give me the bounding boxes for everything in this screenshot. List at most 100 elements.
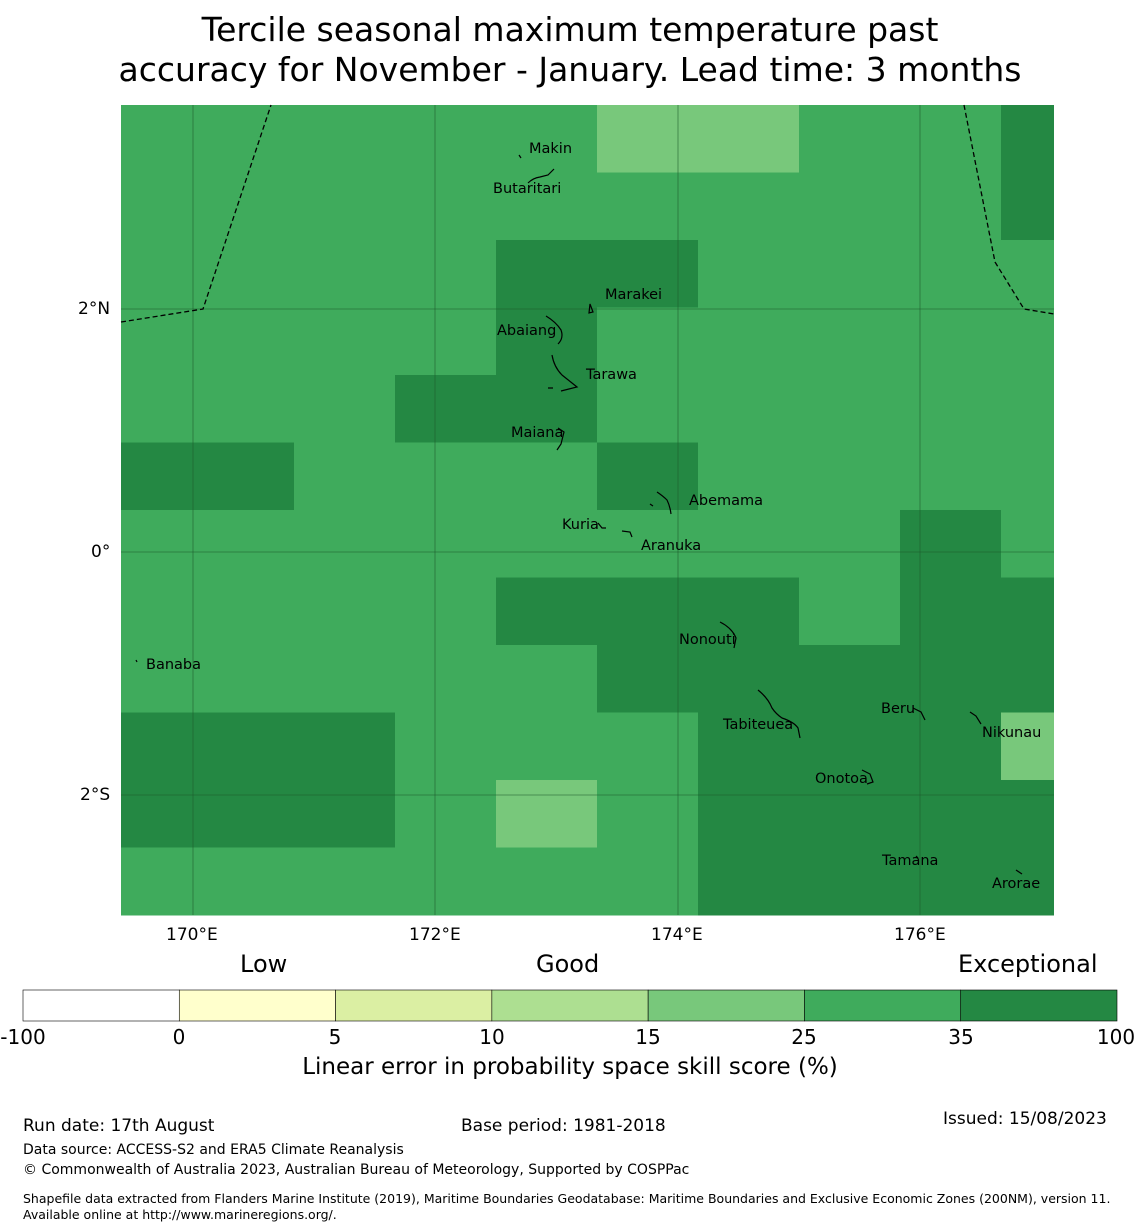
grid-cell <box>698 847 799 916</box>
grid-cell <box>597 375 698 443</box>
grid-cell <box>121 712 294 781</box>
grid-cell <box>1001 172 1054 241</box>
grid-cell <box>294 847 395 916</box>
grid-cell <box>799 375 900 443</box>
island-label-arorae: Arorae <box>992 876 1041 892</box>
colorbar-category-exceptional: Exceptional <box>958 950 1098 978</box>
island-label-abaiang: Abaiang <box>497 323 557 339</box>
grid-cell <box>900 577 1001 646</box>
coast-arorae <box>1015 869 1023 875</box>
y-tick-0: 0° <box>91 542 111 562</box>
grid-cell <box>496 442 597 511</box>
grid-cell <box>900 375 1001 443</box>
grid-cell <box>294 172 395 241</box>
x-tick-172e: 172°E <box>409 925 461 945</box>
coast-marakei <box>588 303 594 314</box>
grid-cell <box>900 105 1001 173</box>
grid-cell <box>900 172 1001 241</box>
island-label-nikunau: Nikunau <box>982 725 1042 741</box>
grid-cell <box>597 307 698 376</box>
grid-cell <box>121 780 294 848</box>
grid-cell <box>799 645 900 713</box>
coast-tabiteuea <box>757 689 801 739</box>
grid-cell <box>1001 105 1054 173</box>
grid-cell <box>597 105 698 173</box>
island-label-makin: Makin <box>529 141 573 157</box>
grid-cell <box>496 712 597 781</box>
grid-cell <box>496 577 597 646</box>
grid-cell <box>121 442 294 511</box>
island-label-tabiteuea: Tabiteuea <box>723 717 794 733</box>
grid-cell <box>900 307 1001 376</box>
x-tick-176e: 176°E <box>894 925 946 945</box>
grid-cell <box>395 510 496 578</box>
grid-cell <box>698 645 799 713</box>
grid-cell <box>395 577 496 646</box>
grid-cell <box>900 847 1001 916</box>
grid-cell <box>698 712 799 781</box>
colorbar-tick: -100 <box>0 1025 46 1049</box>
grid-cell <box>597 577 698 646</box>
grid-cell <box>121 510 294 578</box>
coast-maiana <box>556 427 565 451</box>
grid-cell <box>395 240 496 308</box>
grid-cell <box>496 847 597 916</box>
colorbar <box>22 989 1118 1022</box>
run-date: Run date: 17th August <box>23 1116 215 1136</box>
grid-cell <box>1001 577 1054 646</box>
grid-cell <box>1001 847 1054 916</box>
grid-cell <box>395 847 496 916</box>
grid-cell <box>799 172 900 241</box>
eez-boundary-east <box>963 104 1055 315</box>
grid-cell <box>799 442 900 511</box>
chart-title: Tercile seasonal maximum temperature pas… <box>0 10 1140 90</box>
grid-cell <box>698 105 799 173</box>
grid-cell <box>698 510 799 578</box>
grid-cell <box>121 577 294 646</box>
grid-cell <box>799 307 900 376</box>
grid-cell <box>496 780 597 848</box>
grid-cell <box>799 847 900 916</box>
coast-nonouti <box>719 621 737 649</box>
grid-cell <box>597 172 698 241</box>
title-line-2: accuracy for November - January. Lead ti… <box>118 50 1022 89</box>
colorbar-segment <box>804 989 962 1022</box>
coast-abaiang <box>545 315 563 345</box>
grid-cell <box>121 847 294 916</box>
shapefile-credit: Shapefile data extracted from Flanders M… <box>23 1191 1111 1222</box>
grid-cell <box>597 442 698 511</box>
island-label-marakei: Marakei <box>605 287 663 303</box>
grid-cell <box>496 172 597 241</box>
y-tick-2n: 2°N <box>78 299 111 319</box>
grid-cell <box>698 442 799 511</box>
grid-cell <box>597 780 698 848</box>
grid-cell <box>294 645 395 713</box>
grid-cell <box>799 712 900 781</box>
grid-cell <box>294 712 395 781</box>
island-label-maiana: Maiana <box>511 425 564 441</box>
island-label-butaritari: Butaritari <box>493 181 562 197</box>
colorbar-segment <box>22 989 180 1022</box>
island-coastlines <box>135 154 1023 875</box>
grid-cell <box>799 510 900 578</box>
grid-cell <box>395 105 496 173</box>
coast-nikunau <box>969 711 982 725</box>
grid-cell <box>294 510 395 578</box>
island-label-kuria: Kuria <box>562 517 599 533</box>
grid-cell <box>395 307 496 376</box>
grid-cell <box>1001 712 1054 781</box>
grid-cell <box>395 172 496 241</box>
grid-cell <box>121 375 294 443</box>
grid-cell <box>597 645 698 713</box>
grid-cell <box>121 307 294 376</box>
grid-cell <box>121 645 294 713</box>
colorbar-tick: 10 <box>479 1025 505 1049</box>
coast-butaritari <box>527 168 555 184</box>
coast-onotoa <box>861 769 874 785</box>
grid-cell <box>294 307 395 376</box>
title-line-1: Tercile seasonal maximum temperature pas… <box>201 10 939 49</box>
grid-cell <box>395 780 496 848</box>
colorbar-segment <box>335 989 493 1022</box>
grid-cell <box>900 240 1001 308</box>
